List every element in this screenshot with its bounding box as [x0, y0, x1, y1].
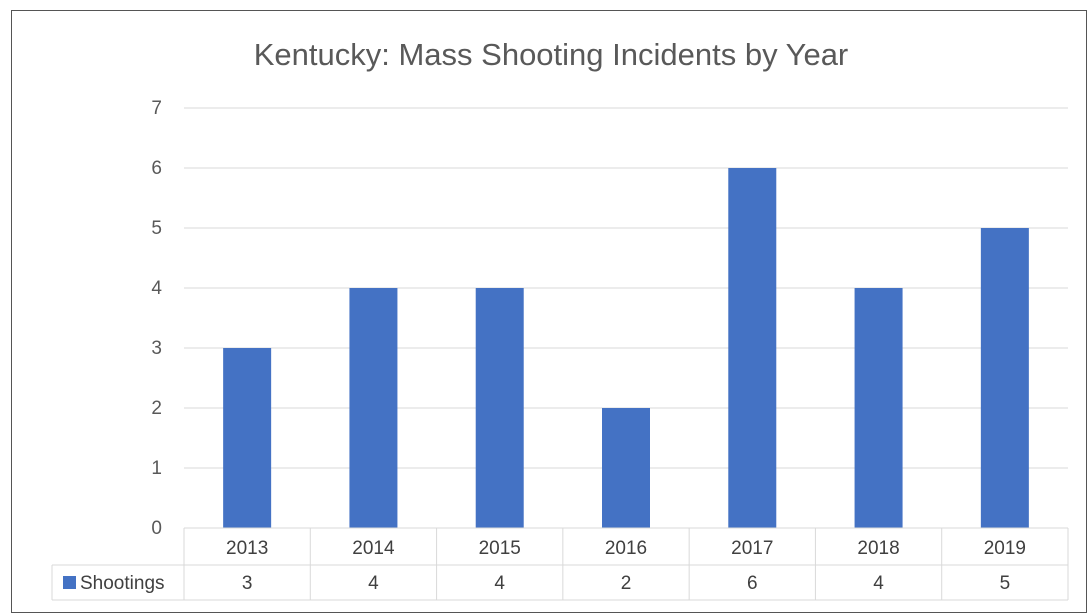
bar: [602, 408, 650, 528]
bar: [223, 348, 272, 528]
y-tick-label: 0: [151, 518, 162, 539]
data-table: 2013 2014 2015 2016 2017 2018 2019 Shootings 3 4 4…: [51, 527, 1069, 601]
bar: [728, 168, 777, 528]
data-value: 2: [621, 573, 632, 594]
data-value: 4: [368, 573, 379, 594]
data-value: 6: [747, 573, 758, 594]
y-tick-label: 3: [151, 338, 162, 359]
x-tick-label: 2017: [731, 538, 773, 559]
data-value: 4: [873, 573, 884, 594]
data-value: 5: [1000, 573, 1011, 594]
x-tick-label: 2018: [857, 538, 899, 559]
x-tick-label: 2014: [352, 538, 395, 559]
y-tick-label: 6: [151, 158, 162, 179]
data-value: 3: [242, 573, 253, 594]
x-tick-label: 2016: [605, 538, 647, 559]
x-tick-label: 2013: [226, 538, 268, 559]
bars: [223, 168, 1029, 528]
y-tick-label: 1: [151, 458, 162, 479]
chart-title: Kentucky: Mass Shooting Incidents by Yea…: [254, 37, 849, 72]
gridlines: [184, 107, 1068, 469]
y-tick-label: 5: [151, 218, 162, 239]
y-tick-label: 2: [151, 398, 162, 419]
data-value: 4: [494, 573, 505, 594]
bar: [349, 288, 398, 528]
y-tick-label: 4: [151, 278, 162, 299]
y-axis-ticks: 0 1 2 3 4 5 6 7: [151, 98, 162, 539]
x-tick-label: 2015: [479, 538, 521, 559]
x-tick-label: 2019: [984, 538, 1026, 559]
series-name: Shootings: [80, 573, 165, 594]
bar: [980, 228, 1029, 528]
y-tick-label: 7: [151, 98, 162, 119]
legend-key: [63, 576, 76, 589]
bar: [854, 288, 903, 528]
chart-frame: [11, 10, 1087, 613]
bar: [475, 288, 524, 528]
